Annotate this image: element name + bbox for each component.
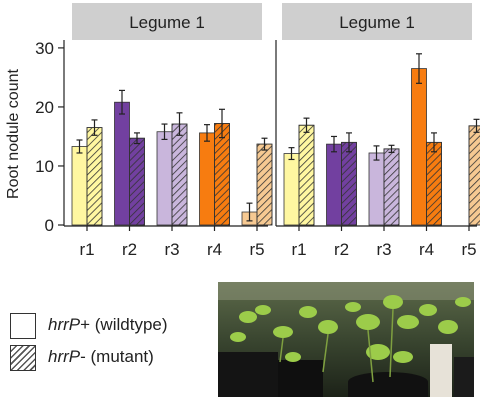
bar-r4-wildtype-panel1 [199,132,215,226]
y-tick-label: 30 [35,39,54,58]
bar-hatch-r4-panel2 [426,141,442,226]
panel-title-2: Legume 1 [339,13,415,32]
y-axis-label: Root nodule count [5,69,22,199]
x-tick-label-r5-panel2: r5 [461,240,476,259]
x-tick-label-r2-panel2: r2 [334,240,349,259]
bar-r2-wildtype-panel1 [114,101,130,226]
y-tick-label: 0 [45,216,54,235]
bar-r4-wildtype-panel2 [411,68,427,226]
legend-swatch-wildtype [10,313,36,339]
legend-label-wildtype: hrrP+ (wildtype) [48,315,168,334]
x-tick-label-r3-panel2: r3 [376,240,391,259]
panel-header-2 [282,3,472,40]
bar-hatch-r5-panel2 [468,125,480,226]
x-tick-label-r1-panel2: r1 [291,240,306,259]
bar-r1-wildtype-panel1 [71,146,88,226]
bar-hatch-r2-panel1 [129,137,145,226]
x-tick-label-r1-panel1: r1 [79,240,94,259]
x-tick-label-r3-panel1: r3 [164,240,179,259]
bar-r2-wildtype-panel2 [326,143,342,226]
y-tick-label: 20 [35,98,54,117]
bar-hatch-r1-panel2 [298,124,315,226]
x-tick-label-r4-panel2: r4 [419,240,434,259]
bar-hatch-r5-panel1 [256,143,273,226]
bar-r3-wildtype-panel1 [156,131,173,226]
bar-r1-wildtype-panel2 [283,153,300,226]
bar-hatch-r3-panel1 [171,123,188,226]
y-tick-label: 10 [35,157,54,176]
plant-seedlings-photo [218,282,474,397]
bar-hatch-r1-panel1 [86,127,103,226]
panel-header-1 [72,3,262,40]
bar-hatch-r2-panel2 [341,141,357,226]
bar-hatch-r3-panel2 [383,148,400,226]
legend-swatch-mutant [10,345,36,371]
legend-item-wildtype: hrrP+ (wildtype) [10,313,210,341]
bar-hatch-r4-panel1 [214,123,230,226]
x-tick-label-r5-panel1: r5 [249,240,264,259]
legend-label-mutant: hrrP- (mutant) [48,347,154,366]
bar-r3-wildtype-panel2 [368,152,385,226]
x-tick-label-r2-panel1: r2 [122,240,137,259]
panel-title-1: Legume 1 [129,13,205,32]
x-tick-label-r4-panel1: r4 [207,240,222,259]
legend-item-mutant: hrrP- (mutant) [10,345,210,373]
